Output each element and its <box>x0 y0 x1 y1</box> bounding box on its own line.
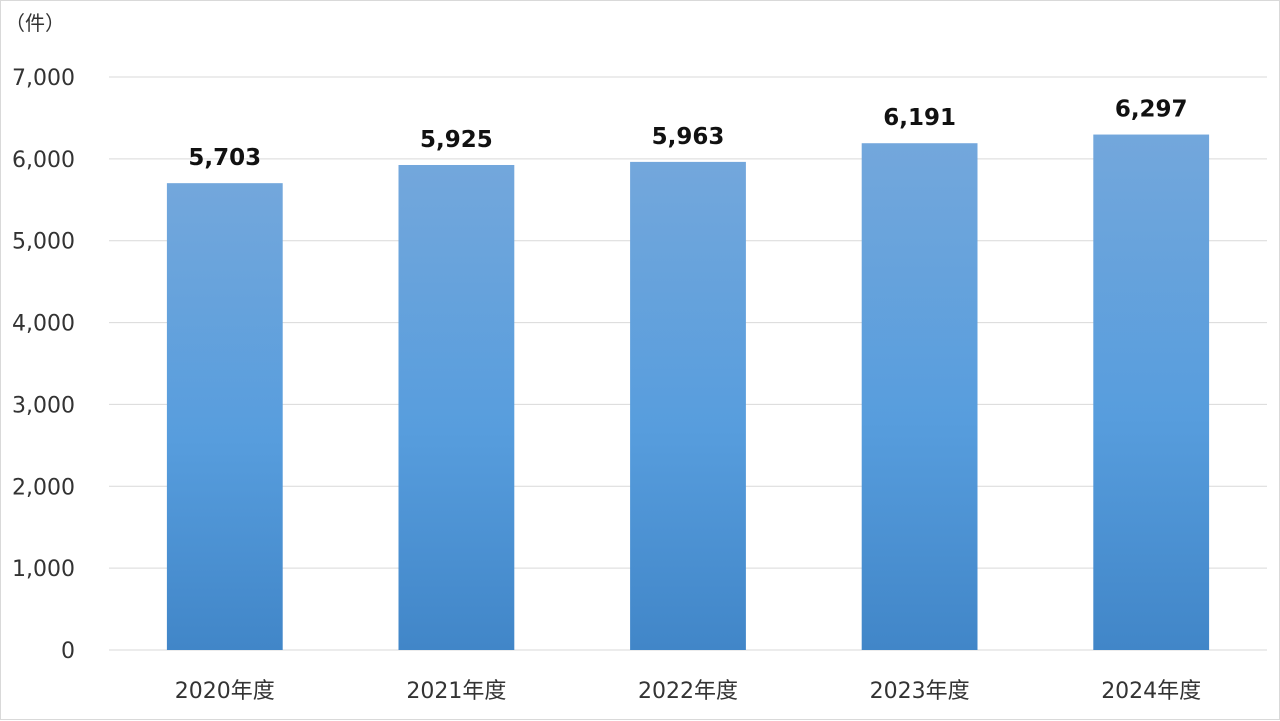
data-label: 6,191 <box>883 105 956 131</box>
y-axis-unit-label: （件） <box>5 11 65 35</box>
data-label: 5,963 <box>652 124 725 150</box>
data-label: 6,297 <box>1115 97 1188 123</box>
x-category-label: 2022年度 <box>638 679 738 704</box>
y-tick-label: 3,000 <box>12 393 75 418</box>
bar-2023年度 <box>861 143 978 651</box>
x-category-label: 2024年度 <box>1101 679 1201 704</box>
bar-2022年度 <box>630 161 746 650</box>
y-axis-ticks: 0 1,000 2,000 3,000 4,000 5,000 6,000 7,000 <box>12 66 75 664</box>
y-tick-label: 0 <box>61 639 75 664</box>
data-labels: 5,703 5,925 5,963 6,191 6,297 <box>188 97 1187 172</box>
bar-2020年度 <box>166 183 283 651</box>
y-tick-label: 6,000 <box>12 148 75 173</box>
x-category-label: 2021年度 <box>406 679 506 704</box>
y-tick-label: 4,000 <box>12 312 75 337</box>
x-axis-categories: 2020年度 2021年度 2022年度 2023年度 2024年度 <box>175 679 1201 704</box>
x-category-label: 2023年度 <box>870 679 970 704</box>
y-tick-label: 5,000 <box>12 230 75 255</box>
bars <box>166 134 1210 651</box>
x-category-label: 2020年度 <box>175 679 275 704</box>
y-tick-label: 1,000 <box>12 557 75 582</box>
y-tick-label: 7,000 <box>12 66 75 91</box>
data-label: 5,703 <box>188 145 261 171</box>
data-label: 5,925 <box>420 127 493 153</box>
y-tick-label: 2,000 <box>12 475 75 500</box>
bar-2021年度 <box>398 164 515 650</box>
bar-2024年度 <box>1093 134 1210 650</box>
